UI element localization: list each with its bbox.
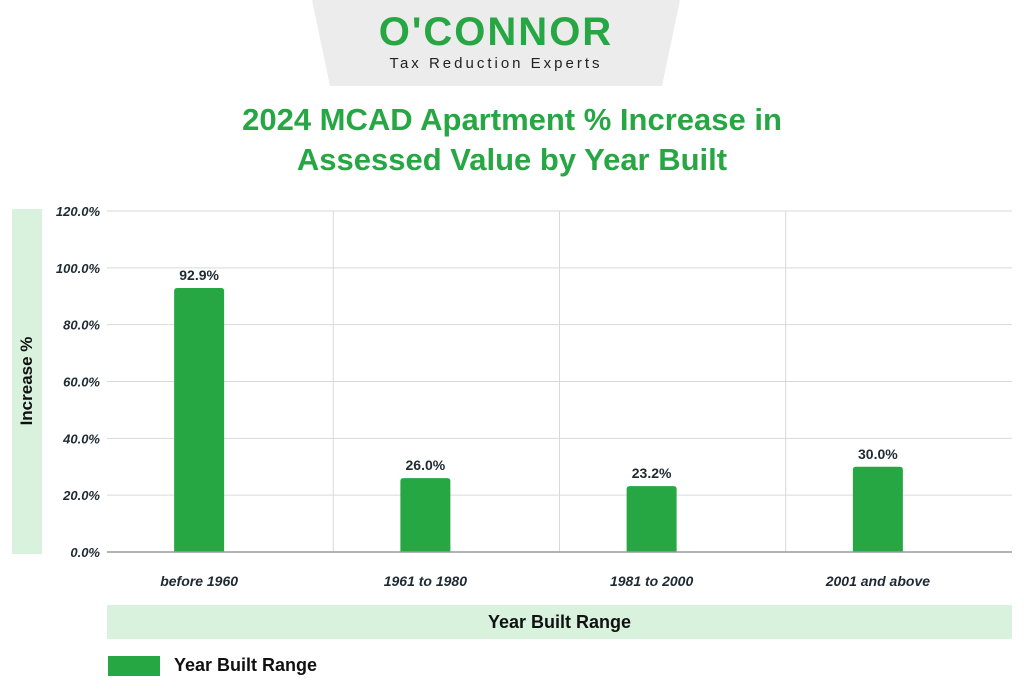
logo-wordmark: O'CONNOR [378,10,614,54]
bar-data-label: 92.9% [179,267,219,283]
logo-tab-shape [312,0,680,86]
x-axis-label: Year Built Range [487,611,632,632]
chart-title-line-1: 2024 MCAD Apartment % Increase in [242,102,782,137]
legend-swatch [108,655,160,676]
bar [852,466,903,552]
chart-title-line-2: Assessed Value by Year Built [296,142,728,177]
y-tick-label: 20.0% [62,488,100,503]
bar [626,486,677,552]
x-axis-label-band: Year Built Range [107,605,1012,639]
x-tick-label: 1981 to 2000 [610,573,693,589]
y-tick-label: 100.0% [56,261,101,276]
y-tick-label: 80.0% [63,318,100,333]
x-tick-label: 1961 to 1980 [384,573,467,589]
y-tick-label: 120.0% [56,204,101,219]
legend: Year Built Range [108,655,317,676]
bar-data-label: 30.0% [858,446,898,462]
y-tick-label: 60.0% [63,375,100,390]
bar-data-label: 23.2% [632,465,672,481]
y-axis-label-band [12,209,42,554]
bar-chart-plot: 0.0% 20.0% 40.0% 60.0% 80.0% 100.0% 120.0% 92.9… [56,204,1012,589]
x-tick-label: before 1960 [160,573,238,589]
logo-tagline: Tax Reduction Experts [389,55,603,72]
y-tick-label: 40.0% [62,431,100,446]
logo-tab: O'CONNOR Tax Reduction Experts [312,0,680,86]
legend-label: Year Built Range [174,655,318,675]
bar [400,478,451,552]
bar-data-label: 26.0% [406,457,446,473]
bar [174,288,225,552]
x-tick-label: 2001 and above [825,573,930,589]
y-tick-label: 0.0% [70,545,100,560]
